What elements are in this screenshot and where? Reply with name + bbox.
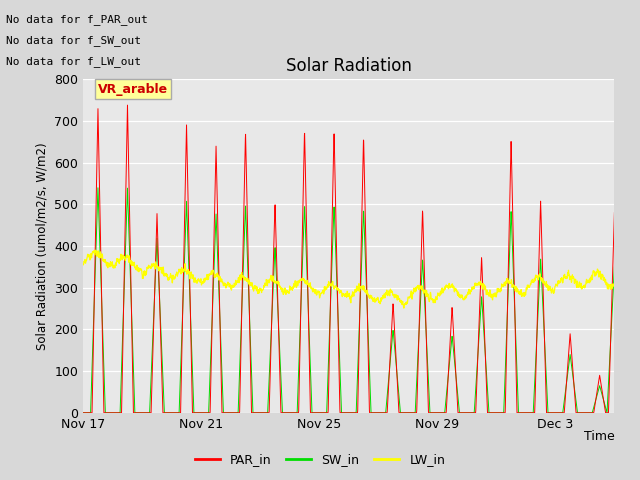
Y-axis label: Solar Radiation (umol/m2/s, W/m2): Solar Radiation (umol/m2/s, W/m2) [36,142,49,350]
Text: No data for f_PAR_out: No data for f_PAR_out [6,14,148,25]
Text: Time: Time [584,430,614,443]
Text: No data for f_SW_out: No data for f_SW_out [6,35,141,46]
Text: No data for f_LW_out: No data for f_LW_out [6,56,141,67]
Text: VR_arable: VR_arable [98,83,168,96]
Legend: PAR_in, SW_in, LW_in: PAR_in, SW_in, LW_in [189,448,451,471]
Title: Solar Radiation: Solar Radiation [286,57,412,75]
